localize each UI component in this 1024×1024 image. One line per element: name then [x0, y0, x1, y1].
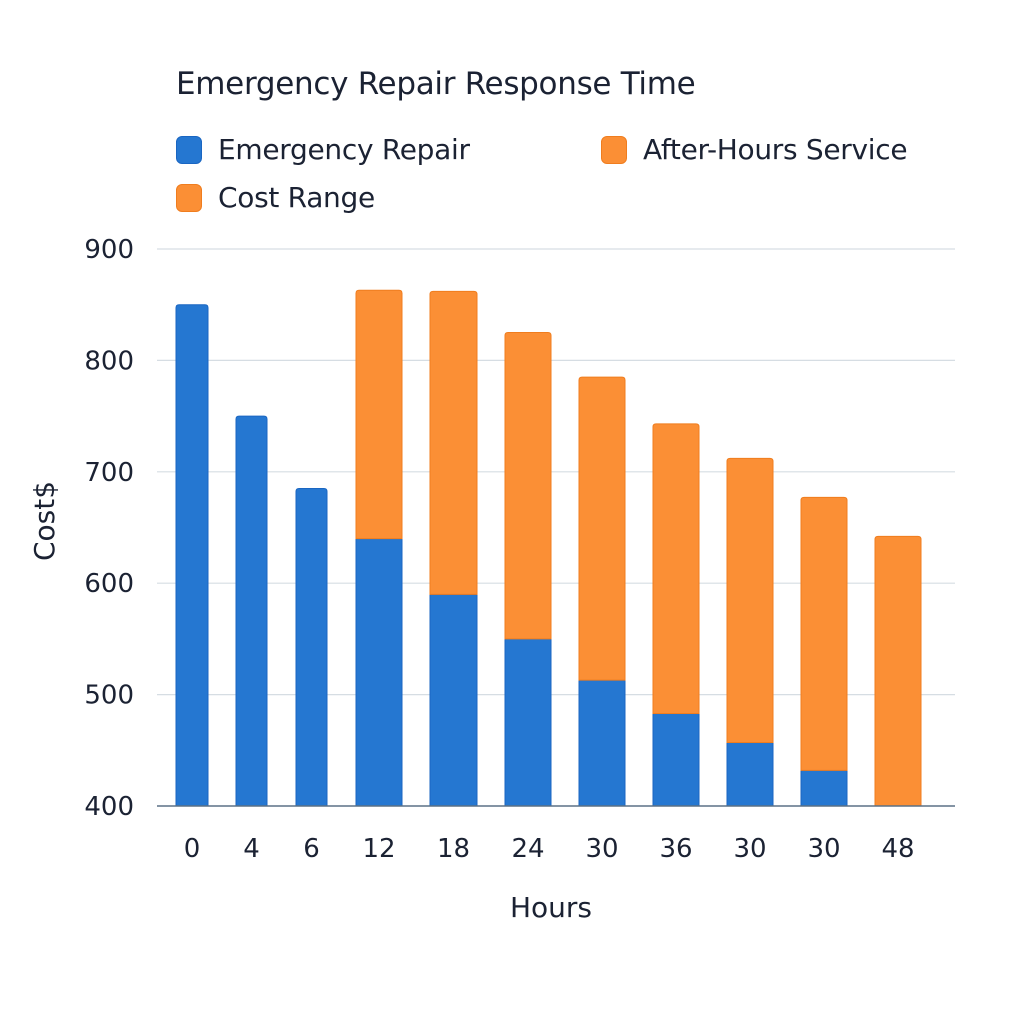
- bar-emergency-repair: [295, 488, 328, 807]
- legend-swatch-after-hours-service: [601, 135, 627, 164]
- legend-swatch-emergency-repair: [176, 135, 202, 164]
- y-tick-label: 600: [84, 569, 134, 599]
- bar-after-hours-service: [504, 332, 552, 640]
- bar-after-hours-service: [578, 376, 626, 681]
- bar-emergency-repair: [504, 638, 552, 807]
- bars: [175, 289, 922, 807]
- bar-emergency-repair: [355, 538, 403, 807]
- bar-after-hours-service: [800, 496, 848, 771]
- y-tick-label: 700: [84, 458, 134, 488]
- bar-emergency-repair: [175, 304, 209, 807]
- x-tick-label: 24: [511, 834, 544, 864]
- x-tick-label: 6: [303, 834, 320, 864]
- legend-item-after-hours-service[interactable]: After-Hours Service: [601, 133, 908, 166]
- y-tick-label: 900: [84, 235, 134, 265]
- x-tick-label: 36: [659, 834, 692, 864]
- bar-emergency-repair: [652, 713, 700, 807]
- chart-title: Emergency Repair Response Time: [176, 66, 696, 102]
- bar-emergency-repair: [726, 742, 774, 807]
- x-axis-title: Hours: [510, 891, 592, 924]
- y-tick-label: 500: [84, 681, 134, 711]
- x-tick-label: 30: [733, 834, 766, 864]
- x-tick-label: 12: [362, 834, 395, 864]
- x-tick-label: 48: [881, 834, 914, 864]
- x-tick-label: 0: [184, 834, 201, 864]
- y-tick-label: 800: [84, 346, 134, 376]
- bar-after-hours-service: [429, 290, 478, 595]
- legend-item-emergency-repair[interactable]: Emergency Repair: [176, 133, 470, 166]
- legend-label: Cost Range: [218, 181, 375, 214]
- y-axis-ticks: 400 500 600 700 800 900: [84, 235, 134, 822]
- y-axis-title: Cost$: [28, 481, 61, 561]
- bar-emergency-repair: [800, 769, 848, 807]
- x-tick-label: 30: [807, 834, 840, 864]
- bar-after-hours-service: [726, 457, 774, 744]
- x-tick-label: 30: [585, 834, 618, 864]
- bar-after-hours-service: [355, 289, 403, 540]
- x-tick-label: 4: [243, 834, 260, 864]
- x-tick-label: 18: [437, 834, 470, 864]
- bar-after-hours-service: [652, 423, 700, 715]
- bar-after-hours-service: [874, 535, 922, 807]
- legend-swatch-cost-range: [176, 183, 202, 212]
- legend-item-cost-range[interactable]: Cost Range: [176, 181, 375, 214]
- y-tick-label: 400: [84, 792, 134, 822]
- legend-label: Emergency Repair: [218, 133, 470, 166]
- legend-label: After-Hours Service: [643, 133, 908, 166]
- bar-emergency-repair: [429, 593, 478, 807]
- x-axis-ticks: 0 4 6 12 18 24 30 36 30 30 48: [184, 834, 915, 864]
- bar-emergency-repair: [235, 415, 268, 807]
- bar-emergency-repair: [578, 679, 626, 807]
